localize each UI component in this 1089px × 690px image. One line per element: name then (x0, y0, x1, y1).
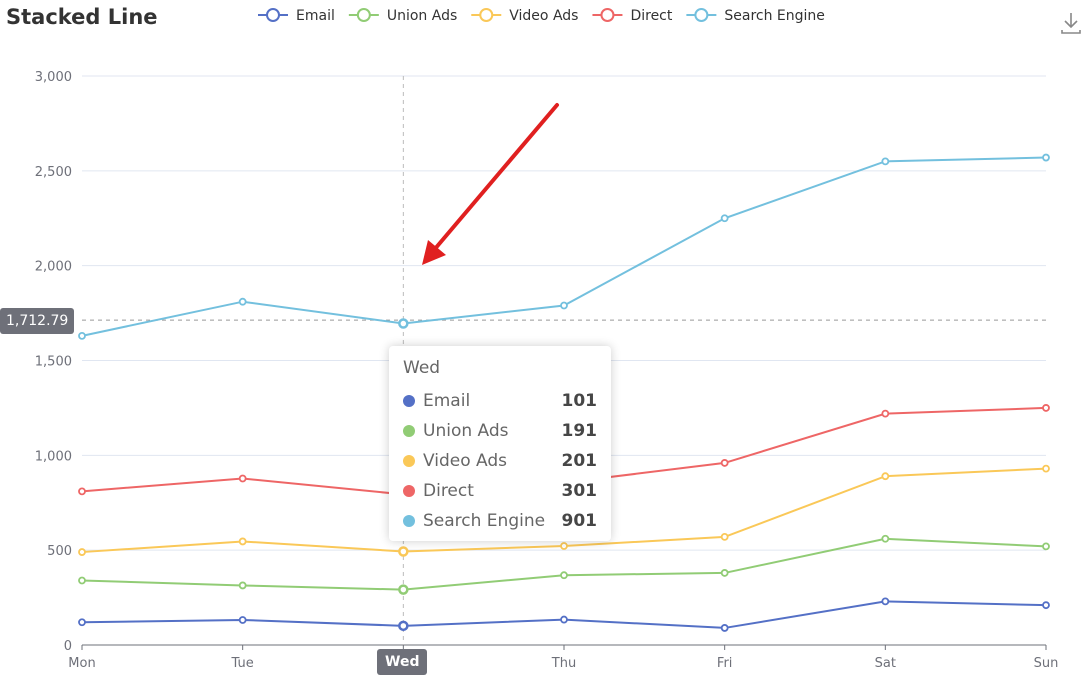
y-tick-label: 1,500 (35, 355, 72, 370)
y-tick-label: 3,000 (35, 70, 72, 85)
x-tick-label: Mon (68, 656, 95, 671)
x-tick-label: Sun (1034, 656, 1059, 671)
legend: Email Union Ads Video Ads Direct Search Engi… (258, 8, 825, 24)
data-point (78, 618, 86, 627)
data-point (1042, 153, 1050, 162)
tooltip-color-dot (403, 395, 415, 407)
data-point (720, 214, 729, 223)
legend-marker (694, 8, 709, 22)
data-point (720, 569, 729, 577)
data-point (560, 615, 568, 624)
data-point (1042, 601, 1050, 610)
data-point (78, 548, 86, 556)
tooltip-color-dot (403, 455, 415, 467)
data-point (238, 474, 247, 483)
download-icon[interactable] (1058, 10, 1084, 36)
data-point (78, 576, 86, 585)
data-point (881, 534, 890, 543)
tooltip-series-value: 101 (561, 391, 598, 411)
data-point (238, 581, 247, 590)
data-point (720, 532, 729, 541)
y-tick-label: 0 (64, 639, 72, 654)
tooltip: Wed Email 101 Union Ads 191 Video Ads 201 Dire… (389, 346, 611, 541)
tooltip-series-name: Direct (423, 481, 474, 501)
x-tick-label: Thu (551, 656, 576, 671)
series-line (81, 600, 1047, 629)
tooltip-color-dot (403, 485, 415, 497)
x-tick-label: Sat (875, 656, 896, 671)
data-point (238, 616, 247, 624)
x-axis-ticks: Mon Tue Thu Fri Sat Sun (68, 644, 1059, 671)
data-point (881, 157, 890, 166)
legend-item-label[interactable]: Search Engine (724, 8, 825, 24)
y-tick-label: 2,000 (35, 260, 72, 275)
legend-marker (266, 8, 280, 22)
tooltip-series-name: Union Ads (423, 421, 509, 441)
arrow-shaft (432, 103, 559, 252)
data-point (238, 537, 247, 546)
tooltip-series-value: 201 (561, 451, 598, 471)
y-tick-label: 500 (47, 544, 72, 559)
data-point (1042, 464, 1050, 473)
data-point (560, 542, 568, 550)
tooltip-series-name: Email (423, 391, 471, 411)
data-point (720, 624, 729, 632)
tooltip-color-dot (403, 425, 415, 437)
y-tick-label: 2,500 (35, 165, 72, 180)
tooltip-row: Search Engine 901 (403, 506, 597, 536)
legend-item-label[interactable]: Email (296, 8, 335, 24)
data-point (238, 297, 247, 306)
legend-item-label[interactable]: Union Ads (387, 8, 457, 24)
data-point (78, 487, 86, 496)
chart-title: Stacked Line (6, 5, 158, 29)
data-point (881, 472, 890, 481)
data-point (398, 318, 409, 329)
arrow-head (422, 240, 446, 265)
x-axis-pointer-label: Wed (377, 649, 428, 675)
data-point (881, 409, 890, 418)
tooltip-series-value: 901 (561, 511, 598, 531)
legend-item-label[interactable]: Direct (630, 8, 672, 24)
x-tick-label: Fri (717, 656, 733, 671)
legend-marker (479, 8, 494, 22)
tooltip-title: Wed (403, 358, 441, 378)
data-point (560, 301, 568, 310)
tooltip-row: Email 101 (403, 386, 597, 416)
data-point (560, 571, 568, 580)
tooltip-series-name: Video Ads (423, 451, 508, 471)
x-tick-label: Tue (231, 656, 254, 671)
tooltip-series-value: 301 (561, 481, 598, 501)
y-axis-pointer-label: 1,712.79 (0, 308, 75, 334)
legend-marker (356, 8, 371, 22)
annotation-arrow (422, 103, 559, 265)
data-point (398, 584, 409, 595)
data-point (398, 620, 409, 632)
data-point (398, 546, 409, 557)
data-point (78, 331, 86, 340)
tooltip-row: Video Ads 201 (403, 446, 597, 476)
data-point (881, 597, 890, 606)
data-point (1042, 542, 1050, 551)
tooltip-series-value: 191 (561, 421, 598, 441)
tooltip-row: Union Ads 191 (403, 416, 597, 446)
tooltip-series-name: Search Engine (423, 511, 546, 531)
data-point (720, 459, 729, 467)
tooltip-row: Direct 301 (403, 476, 597, 506)
data-point (1042, 404, 1050, 412)
legend-item-label[interactable]: Video Ads (509, 8, 578, 24)
y-tick-label: 1,000 (35, 449, 72, 464)
y-axis-ticks: 0 500 1,000 1,500 2,000 2,500 3,000 (35, 70, 72, 654)
legend-marker (600, 8, 615, 22)
tooltip-color-dot (403, 515, 415, 527)
